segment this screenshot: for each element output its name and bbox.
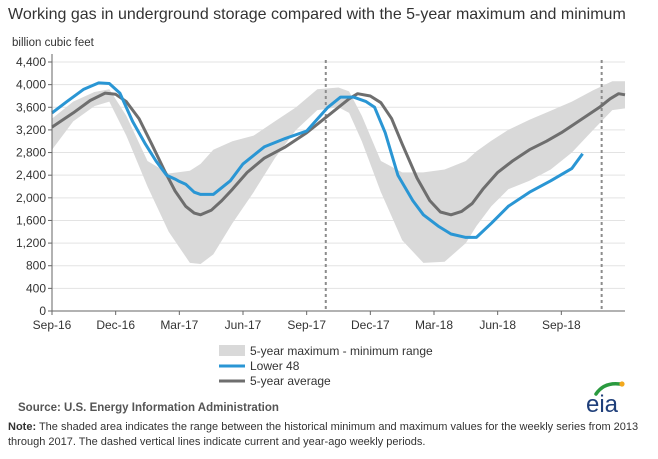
y-tick-label: 1,600 <box>16 213 46 227</box>
y-tick-label: 800 <box>26 259 46 273</box>
y-tick-label: 3,200 <box>16 123 46 137</box>
x-tick-label: Mar-18 <box>415 318 453 332</box>
y-tick-labels: 0 400 800 1,200 1,600 2,000 2,400 2,800 3,200 3,6… <box>16 55 46 318</box>
note-label: Note: <box>8 421 37 433</box>
y-tick-label: 4,400 <box>16 55 46 69</box>
y-tick-label: 2,000 <box>16 191 46 205</box>
series-line-lower-48 <box>51 81 584 239</box>
y-tick-label: 0 <box>39 304 46 318</box>
x-tick-label: Sep-17 <box>287 318 326 332</box>
series-line-5-year-average <box>51 91 626 217</box>
legend-label: 5-year average <box>250 374 331 388</box>
eia-logo: eia <box>586 381 625 418</box>
x-tick-label: Dec-16 <box>96 318 135 332</box>
x-tick-label: Mar-17 <box>160 318 198 332</box>
note-body: The shaded area indicates the range betw… <box>8 421 639 448</box>
note-text: Note: The shaded area indicates the rang… <box>8 420 653 450</box>
legend-label: Lower 48 <box>250 359 300 373</box>
y-tick-label: 400 <box>26 281 46 295</box>
y-tick-label: 4,000 <box>16 78 46 92</box>
x-tick-label: Jun-17 <box>225 318 262 332</box>
y-axis-unit-label: billion cubic feet <box>12 37 94 49</box>
y-tick-label: 3,600 <box>16 100 46 114</box>
y-tick-label: 2,800 <box>16 146 46 160</box>
x-tick-label: Sep-16 <box>33 318 72 332</box>
eia-logo-arc-icon <box>594 381 622 396</box>
range-area <box>52 81 625 264</box>
source-text: Source: U.S. Energy Information Administ… <box>18 402 279 414</box>
x-tick-labels: Sep-16 Dec-16 Mar-17 Jun-17 Sep-17 Dec-17 Mar-… <box>33 318 581 332</box>
legend-swatch-range <box>219 345 245 356</box>
eia-logo-text: eia <box>586 391 619 418</box>
y-tick-label: 1,200 <box>16 236 46 250</box>
y-tick-label: 2,400 <box>16 168 46 182</box>
x-tick-label: Jun-18 <box>479 318 516 332</box>
x-tick-label: Sep-18 <box>542 318 581 332</box>
x-tick-label: Dec-17 <box>351 318 390 332</box>
chart-title: Working gas in underground storage compa… <box>8 6 626 23</box>
legend-label: 5-year maximum - minimum range <box>250 344 433 358</box>
storage-chart: 0 400 800 1,200 1,600 2,000 2,400 2,800 3,200 3,6… <box>16 54 626 388</box>
eia-logo-sun-icon <box>619 381 625 387</box>
axes <box>48 54 625 315</box>
